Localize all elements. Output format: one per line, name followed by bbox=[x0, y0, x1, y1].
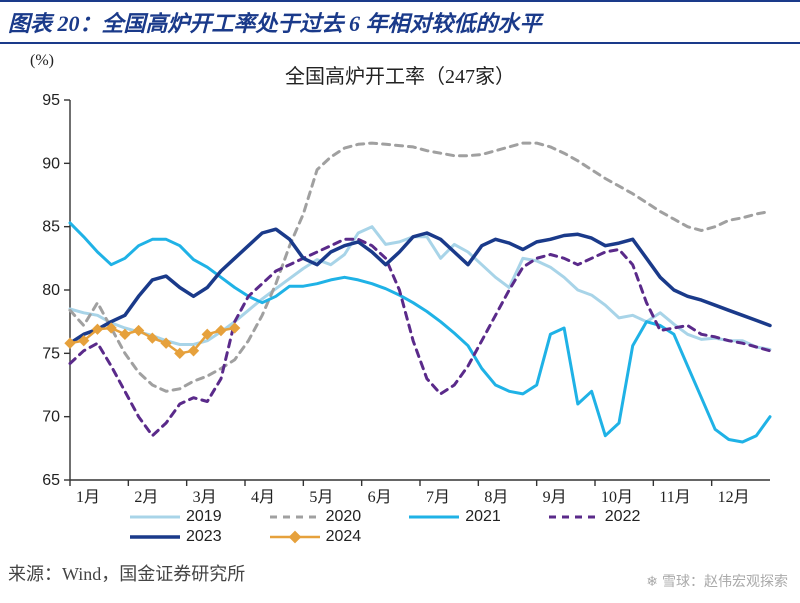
legend-label-2023: 2023 bbox=[186, 528, 222, 546]
svg-text:70: 70 bbox=[42, 409, 60, 426]
svg-text:4月: 4月 bbox=[251, 489, 275, 506]
legend-label-2024: 2024 bbox=[326, 528, 362, 546]
legend-label-2021: 2021 bbox=[465, 508, 501, 526]
legend-swatch-2021 bbox=[409, 510, 459, 524]
figure-root: 图表 20：全国高炉开工率处于过去 6 年相对较低的水平 (%) 全国高炉开工率… bbox=[0, 0, 800, 603]
snowball-icon: ❄ bbox=[646, 573, 658, 589]
legend: 2019 2020 2021 2022 2023 2024 bbox=[130, 508, 750, 548]
legend-swatch-2022 bbox=[549, 510, 599, 524]
svg-text:8月: 8月 bbox=[484, 489, 508, 506]
svg-text:80: 80 bbox=[42, 282, 60, 299]
legend-item-2022: 2022 bbox=[549, 508, 641, 526]
source-text: 来源：Wind，国金证券研究所 bbox=[8, 560, 245, 586]
legend-item-2023: 2023 bbox=[130, 528, 222, 546]
legend-item-2020: 2020 bbox=[270, 508, 362, 526]
svg-text:3月: 3月 bbox=[193, 489, 217, 506]
svg-text:10月: 10月 bbox=[601, 489, 633, 506]
svg-text:2月: 2月 bbox=[134, 489, 158, 506]
legend-label-2019: 2019 bbox=[186, 508, 222, 526]
svg-text:11月: 11月 bbox=[659, 489, 690, 506]
svg-text:65: 65 bbox=[42, 472, 60, 489]
svg-text:95: 95 bbox=[42, 92, 60, 109]
legend-item-2024: 2024 bbox=[270, 528, 362, 546]
svg-text:90: 90 bbox=[42, 155, 60, 172]
legend-item-2021: 2021 bbox=[409, 508, 501, 526]
legend-item-2019: 2019 bbox=[130, 508, 222, 526]
legend-swatch-2019 bbox=[130, 510, 180, 524]
svg-text:1月: 1月 bbox=[76, 489, 100, 506]
svg-text:12月: 12月 bbox=[718, 489, 750, 506]
legend-swatch-2023 bbox=[130, 530, 180, 544]
svg-text:9月: 9月 bbox=[543, 489, 567, 506]
svg-text:85: 85 bbox=[42, 219, 60, 236]
svg-text:75: 75 bbox=[42, 345, 60, 362]
legend-swatch-2020 bbox=[270, 510, 320, 524]
svg-text:7月: 7月 bbox=[426, 489, 450, 506]
legend-swatch-2024 bbox=[270, 530, 320, 544]
legend-label-2022: 2022 bbox=[605, 508, 641, 526]
attribution-text: ❄雪球：赵伟宏观探索 bbox=[646, 571, 788, 591]
legend-label-2020: 2020 bbox=[326, 508, 362, 526]
svg-text:5月: 5月 bbox=[309, 489, 333, 506]
svg-text:6月: 6月 bbox=[368, 489, 392, 506]
